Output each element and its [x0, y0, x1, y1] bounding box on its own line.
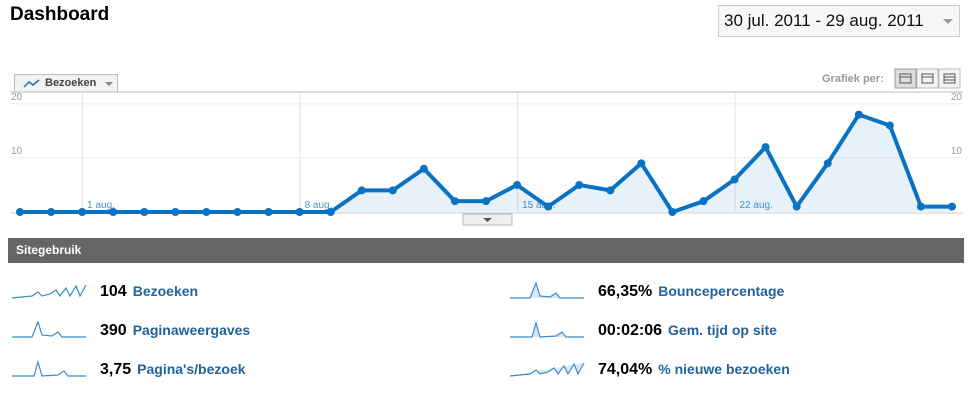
- data-point: [388, 186, 397, 195]
- data-point: [295, 208, 304, 216]
- graph-by-buttons: [894, 68, 961, 89]
- x-tick-label: 8 aug.: [305, 200, 333, 211]
- sparkline-line: [510, 282, 584, 299]
- data-point: [109, 208, 118, 216]
- data-point: [202, 208, 211, 216]
- data-point: [916, 202, 925, 211]
- data-point: [544, 202, 553, 211]
- metric: 66,35% Bouncepercentage: [598, 283, 784, 301]
- section-header: Sitegebruik: [8, 238, 964, 263]
- metric: 3,75 Pagina's/bezoek: [100, 361, 246, 379]
- metric: 00:02:06 Gem. tijd op site: [598, 322, 777, 340]
- data-point: [699, 197, 708, 206]
- page-title: Dashboard: [10, 4, 110, 25]
- date-range: 30 jul. 2011 - 29 aug. 2011: [724, 11, 924, 30]
- sparkline: [510, 282, 584, 299]
- sparkline-line: [510, 362, 585, 377]
- y-tick-label: 20: [951, 92, 963, 103]
- data-point: [450, 197, 459, 206]
- x-tick-label: 22 aug.: [740, 200, 773, 211]
- data-point: [171, 208, 180, 216]
- date-range-picker[interactable]: 30 jul. 2011 - 29 aug. 2011: [718, 5, 960, 37]
- data-point: [16, 208, 24, 216]
- metric: 104 Bezoeken: [100, 283, 198, 301]
- data-point: [513, 180, 522, 189]
- metric-label[interactable]: Pagina's/bezoek: [137, 361, 246, 377]
- y-tick-label: 10: [11, 146, 23, 157]
- metric-label[interactable]: Bezoeken: [132, 283, 199, 299]
- sparkline-line: [510, 321, 584, 338]
- x-tick-label: 1 aug.: [87, 200, 115, 211]
- metric: 74,04% % nieuwe bezoeken: [598, 361, 790, 379]
- data-point: [637, 159, 646, 168]
- data-point: [730, 175, 739, 184]
- metric-value: 00:02:06: [598, 322, 663, 339]
- data-point: [264, 208, 273, 216]
- data-point: [606, 186, 615, 195]
- line-icon: [23, 79, 40, 88]
- dropdown-arrow: [105, 82, 113, 90]
- sparkline: [12, 321, 86, 338]
- chart: 10 10 20 20 1 aug. 8 aug. 15 aug. 22 aug.: [10, 91, 963, 226]
- data-point: [575, 180, 584, 189]
- metric: 390 Paginaweergaves: [100, 322, 250, 340]
- data-point: [761, 143, 770, 152]
- metric-name: Bezoeken: [45, 77, 97, 89]
- metric-label[interactable]: Gem. tijd op site: [668, 322, 777, 338]
- sparkline: [12, 284, 87, 299]
- dropdown-arrow: [943, 19, 953, 29]
- sparkline: [510, 321, 584, 338]
- data-point: [854, 110, 863, 119]
- data-point: [823, 159, 832, 168]
- y-tick-label: 10: [951, 146, 963, 157]
- data-point: [78, 208, 87, 216]
- data-point: [948, 202, 956, 211]
- area: [20, 114, 952, 212]
- data-point: [233, 208, 242, 216]
- graph-by-label: Grafiek per:: [822, 73, 884, 85]
- sparkline: [510, 362, 585, 377]
- metric-value: 74,04%: [598, 361, 653, 378]
- sparkline-line: [12, 321, 86, 338]
- metric-label[interactable]: % nieuwe bezoeken: [658, 361, 790, 377]
- metric-label[interactable]: Bouncepercentage: [658, 283, 785, 299]
- data-point: [792, 202, 801, 211]
- metric-value: 104: [100, 283, 127, 300]
- sparkline-line: [12, 284, 87, 299]
- data-point: [357, 186, 366, 195]
- data-point: [419, 164, 428, 173]
- y-tick-label: 20: [11, 92, 23, 103]
- data-point: [47, 208, 56, 216]
- data-point: [140, 208, 149, 216]
- metric-value: 66,35%: [598, 283, 653, 300]
- data-point: [326, 208, 335, 216]
- metric-selector[interactable]: Bezoeken: [14, 74, 118, 92]
- x-tick-label: 15 aug.: [522, 200, 555, 211]
- data-point: [885, 121, 894, 130]
- data-point: [668, 208, 677, 216]
- metric-label[interactable]: Paginaweergaves: [132, 322, 251, 338]
- scroll-arrow: [483, 218, 492, 222]
- sparkline-line: [12, 360, 86, 377]
- metric-value: 3,75: [100, 361, 132, 378]
- metric-value: 390: [100, 322, 127, 339]
- data-point: [482, 197, 490, 206]
- sparkline: [12, 360, 86, 377]
